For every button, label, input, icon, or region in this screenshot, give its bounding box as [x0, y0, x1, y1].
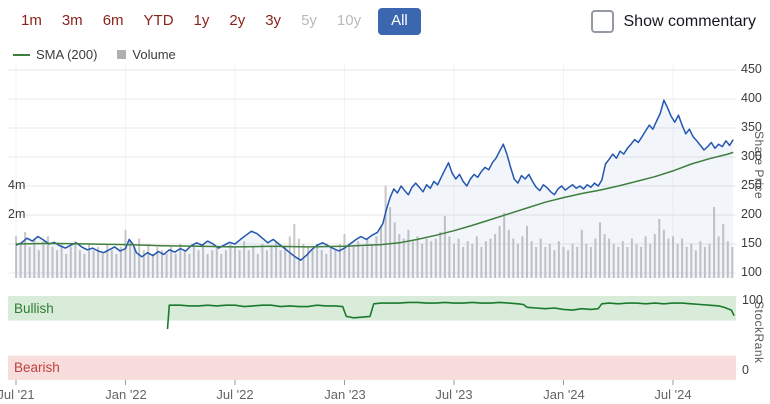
- price-axis-label: 400: [741, 91, 762, 105]
- legend-label-volume: Volume: [132, 47, 176, 62]
- range-button-1m[interactable]: 1m: [14, 9, 49, 34]
- show-commentary-control: Show commentary: [590, 10, 757, 33]
- legend-item-sma[interactable]: SMA (200): [13, 47, 97, 62]
- show-commentary-checkbox[interactable]: [590, 10, 614, 33]
- range-button-5y[interactable]: 5y: [294, 9, 324, 34]
- range-button-ytd[interactable]: YTD: [137, 9, 181, 34]
- range-button-all[interactable]: All: [378, 8, 421, 35]
- range-button-1y[interactable]: 1y: [187, 9, 217, 34]
- band-label-bearish: Bearish: [14, 360, 60, 375]
- share-price-axis-title: Share Price: [752, 131, 766, 200]
- x-axis-label: Jul '24: [654, 387, 692, 402]
- price-axis-label: 100: [741, 265, 762, 279]
- chart-legend: SMA (200) Volume: [13, 47, 176, 62]
- stockrank-axis-title: StockRank: [752, 301, 766, 364]
- show-commentary-label[interactable]: Show commentary: [623, 12, 757, 30]
- legend-label-sma: SMA (200): [36, 47, 98, 62]
- stockrank-axis-label: 0: [742, 363, 749, 377]
- price-axis-label: 450: [741, 62, 762, 76]
- x-axis-label: Jan '24: [543, 387, 585, 402]
- price-axis-label: 150: [741, 236, 762, 250]
- x-axis-label: Jul '23: [435, 387, 473, 402]
- price-axis-label: 200: [741, 207, 762, 221]
- range-button-3y[interactable]: 3y: [258, 9, 288, 34]
- volume-square-icon: [117, 50, 127, 59]
- x-axis-label: Jul '22: [216, 387, 254, 402]
- range-button-10y[interactable]: 10y: [330, 9, 368, 34]
- time-range-controls: 1m 3m 6m YTD 1y 2y 3y 5y 10y All: [14, 8, 421, 35]
- volume-axis-label: 2m: [8, 207, 26, 221]
- range-button-3m[interactable]: 3m: [55, 9, 90, 34]
- range-button-6m[interactable]: 6m: [96, 9, 131, 34]
- range-button-2y[interactable]: 2y: [222, 9, 252, 34]
- band-label-bullish: Bullish: [14, 301, 54, 316]
- legend-item-volume[interactable]: Volume: [117, 47, 176, 62]
- x-axis-label: Jul '21: [0, 387, 35, 402]
- x-axis-label: Jan '23: [324, 387, 366, 402]
- sma-line-icon: [13, 53, 30, 56]
- volume-axis-label: 4m: [8, 178, 26, 192]
- x-axis-label: Jan '22: [105, 387, 147, 402]
